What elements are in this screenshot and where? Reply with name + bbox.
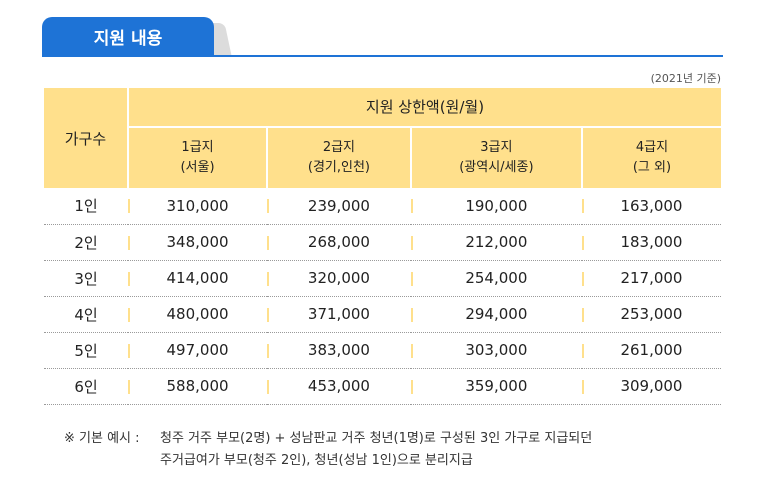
tier-header: 3급지 (광역시/세종) xyxy=(410,126,583,188)
tier-region: (광역시/세종) xyxy=(459,159,534,175)
section-title: 지원 내용 xyxy=(93,28,163,49)
amount-cell: 261,000 xyxy=(581,332,721,369)
tier-name: 3급지 xyxy=(480,139,513,155)
amount-cell: 163,000 xyxy=(581,188,721,225)
amount-cell: 371,000 xyxy=(267,296,411,333)
table-row: 1인 310,000 239,000 190,000 163,000 xyxy=(44,188,721,225)
amount-cell: 348,000 xyxy=(128,224,268,261)
amount-cell: 453,000 xyxy=(267,368,411,405)
amount-cell: 310,000 xyxy=(128,188,268,225)
amount-cell: 383,000 xyxy=(267,332,411,369)
amount-cell: 253,000 xyxy=(581,296,721,333)
amount-cell: 320,000 xyxy=(267,260,411,297)
section-tab: 지원 내용 xyxy=(42,17,214,55)
amount-cell: 212,000 xyxy=(410,224,582,261)
tier-header: 2급지 (경기,인천) xyxy=(267,126,412,188)
note-line-2: 주거급여가 부모(청주 2인), 청년(성남 1인)으로 분리지급 xyxy=(160,453,473,468)
household-size-header: 가구수 xyxy=(44,88,129,188)
table-row: 6인 588,000 453,000 359,000 309,000 xyxy=(44,368,721,405)
amount-cell: 309,000 xyxy=(581,368,721,405)
household-size-cell: 3인 xyxy=(44,260,128,297)
table-row: 3인 414,000 320,000 254,000 217,000 xyxy=(44,260,721,297)
amount-cell: 183,000 xyxy=(581,224,721,261)
basis-year: (2021년 기준) xyxy=(650,72,721,85)
amount-cell: 217,000 xyxy=(581,260,721,297)
amount-cell: 294,000 xyxy=(410,296,582,333)
household-size-cell: 4인 xyxy=(44,296,128,333)
household-size-cell: 5인 xyxy=(44,332,128,369)
household-size-cell: 6인 xyxy=(44,368,128,405)
tier-name: 1급지 xyxy=(181,139,214,155)
household-size-cell: 1인 xyxy=(44,188,128,225)
amount-cell: 268,000 xyxy=(267,224,411,261)
table-row: 2인 348,000 268,000 212,000 183,000 xyxy=(44,224,721,261)
tier-region: (그 외) xyxy=(632,159,672,175)
amount-cell: 254,000 xyxy=(410,260,582,297)
tier-header: 4급지 (그 외) xyxy=(581,126,721,188)
tier-header: 1급지 (서울) xyxy=(128,126,269,188)
section-header: 지원 내용 xyxy=(42,17,723,58)
table-row: 4인 480,000 371,000 294,000 253,000 xyxy=(44,296,721,333)
tier-name: 2급지 xyxy=(322,139,356,155)
section-divider xyxy=(42,55,723,57)
example-note: ※ 기본 예시 : 청주 거주 부모(2명) + 성남판교 거주 청년(1명)로 … xyxy=(64,428,592,472)
note-line-1: 청주 거주 부모(2명) + 성남판교 거주 청년(1명)로 구성된 3인 가구… xyxy=(160,431,593,446)
table-row: 5인 497,000 383,000 303,000 261,000 xyxy=(44,332,721,369)
household-size-cell: 2인 xyxy=(44,224,128,261)
amount-cell: 303,000 xyxy=(410,332,582,369)
amount-cell: 588,000 xyxy=(128,368,268,405)
tier-region: (서울) xyxy=(180,159,215,175)
tier-region: (경기,인천) xyxy=(307,159,370,175)
note-label: ※ 기본 예시 : xyxy=(64,431,140,446)
amount-cell: 414,000 xyxy=(128,260,268,297)
support-limit-header: 지원 상한액(원/월) xyxy=(128,88,721,128)
amount-cell: 190,000 xyxy=(410,188,582,225)
support-table: 가구수 지원 상한액(원/월) 1급지 (서울) 2급지 (경기,인천) 3급지 (광… xyxy=(44,88,721,405)
tier-name: 4급지 xyxy=(635,139,669,155)
amount-cell: 239,000 xyxy=(267,188,411,225)
amount-cell: 359,000 xyxy=(410,368,582,405)
amount-cell: 480,000 xyxy=(128,296,268,333)
amount-cell: 497,000 xyxy=(128,332,268,369)
